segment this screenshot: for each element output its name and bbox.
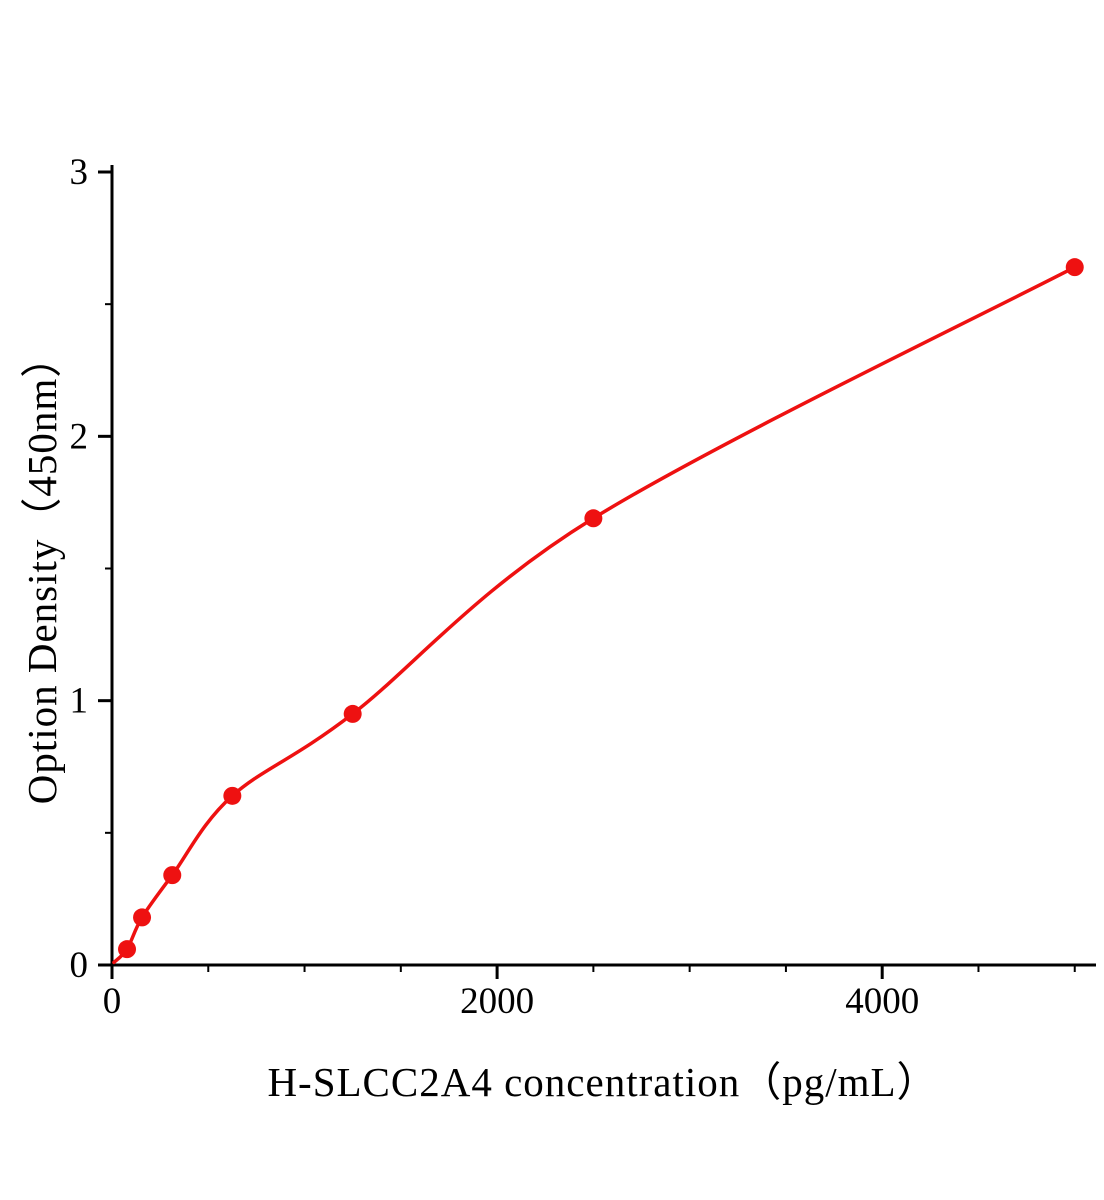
- fitted-curve: [112, 265, 1077, 965]
- data-point: [223, 786, 242, 805]
- x-axis-label: H-SLCC2A4 concentration（pg/mL）: [267, 1059, 939, 1105]
- x-tick-label: 0: [103, 981, 122, 1022]
- x-tick-label: 2000: [460, 981, 534, 1022]
- y-axis-label: Option Density（450nm）: [19, 335, 65, 805]
- y-tick-label: 3: [70, 152, 89, 193]
- data-point: [584, 509, 603, 528]
- data-point: [118, 940, 137, 959]
- data-point: [163, 866, 182, 885]
- x-tick-label: 4000: [845, 981, 919, 1022]
- data-point: [133, 908, 152, 927]
- y-tick-label: 1: [70, 681, 89, 722]
- y-tick-label: 2: [70, 416, 89, 457]
- y-tick-label: 0: [70, 945, 89, 986]
- data-point: [1065, 258, 1084, 277]
- data-point: [343, 704, 362, 723]
